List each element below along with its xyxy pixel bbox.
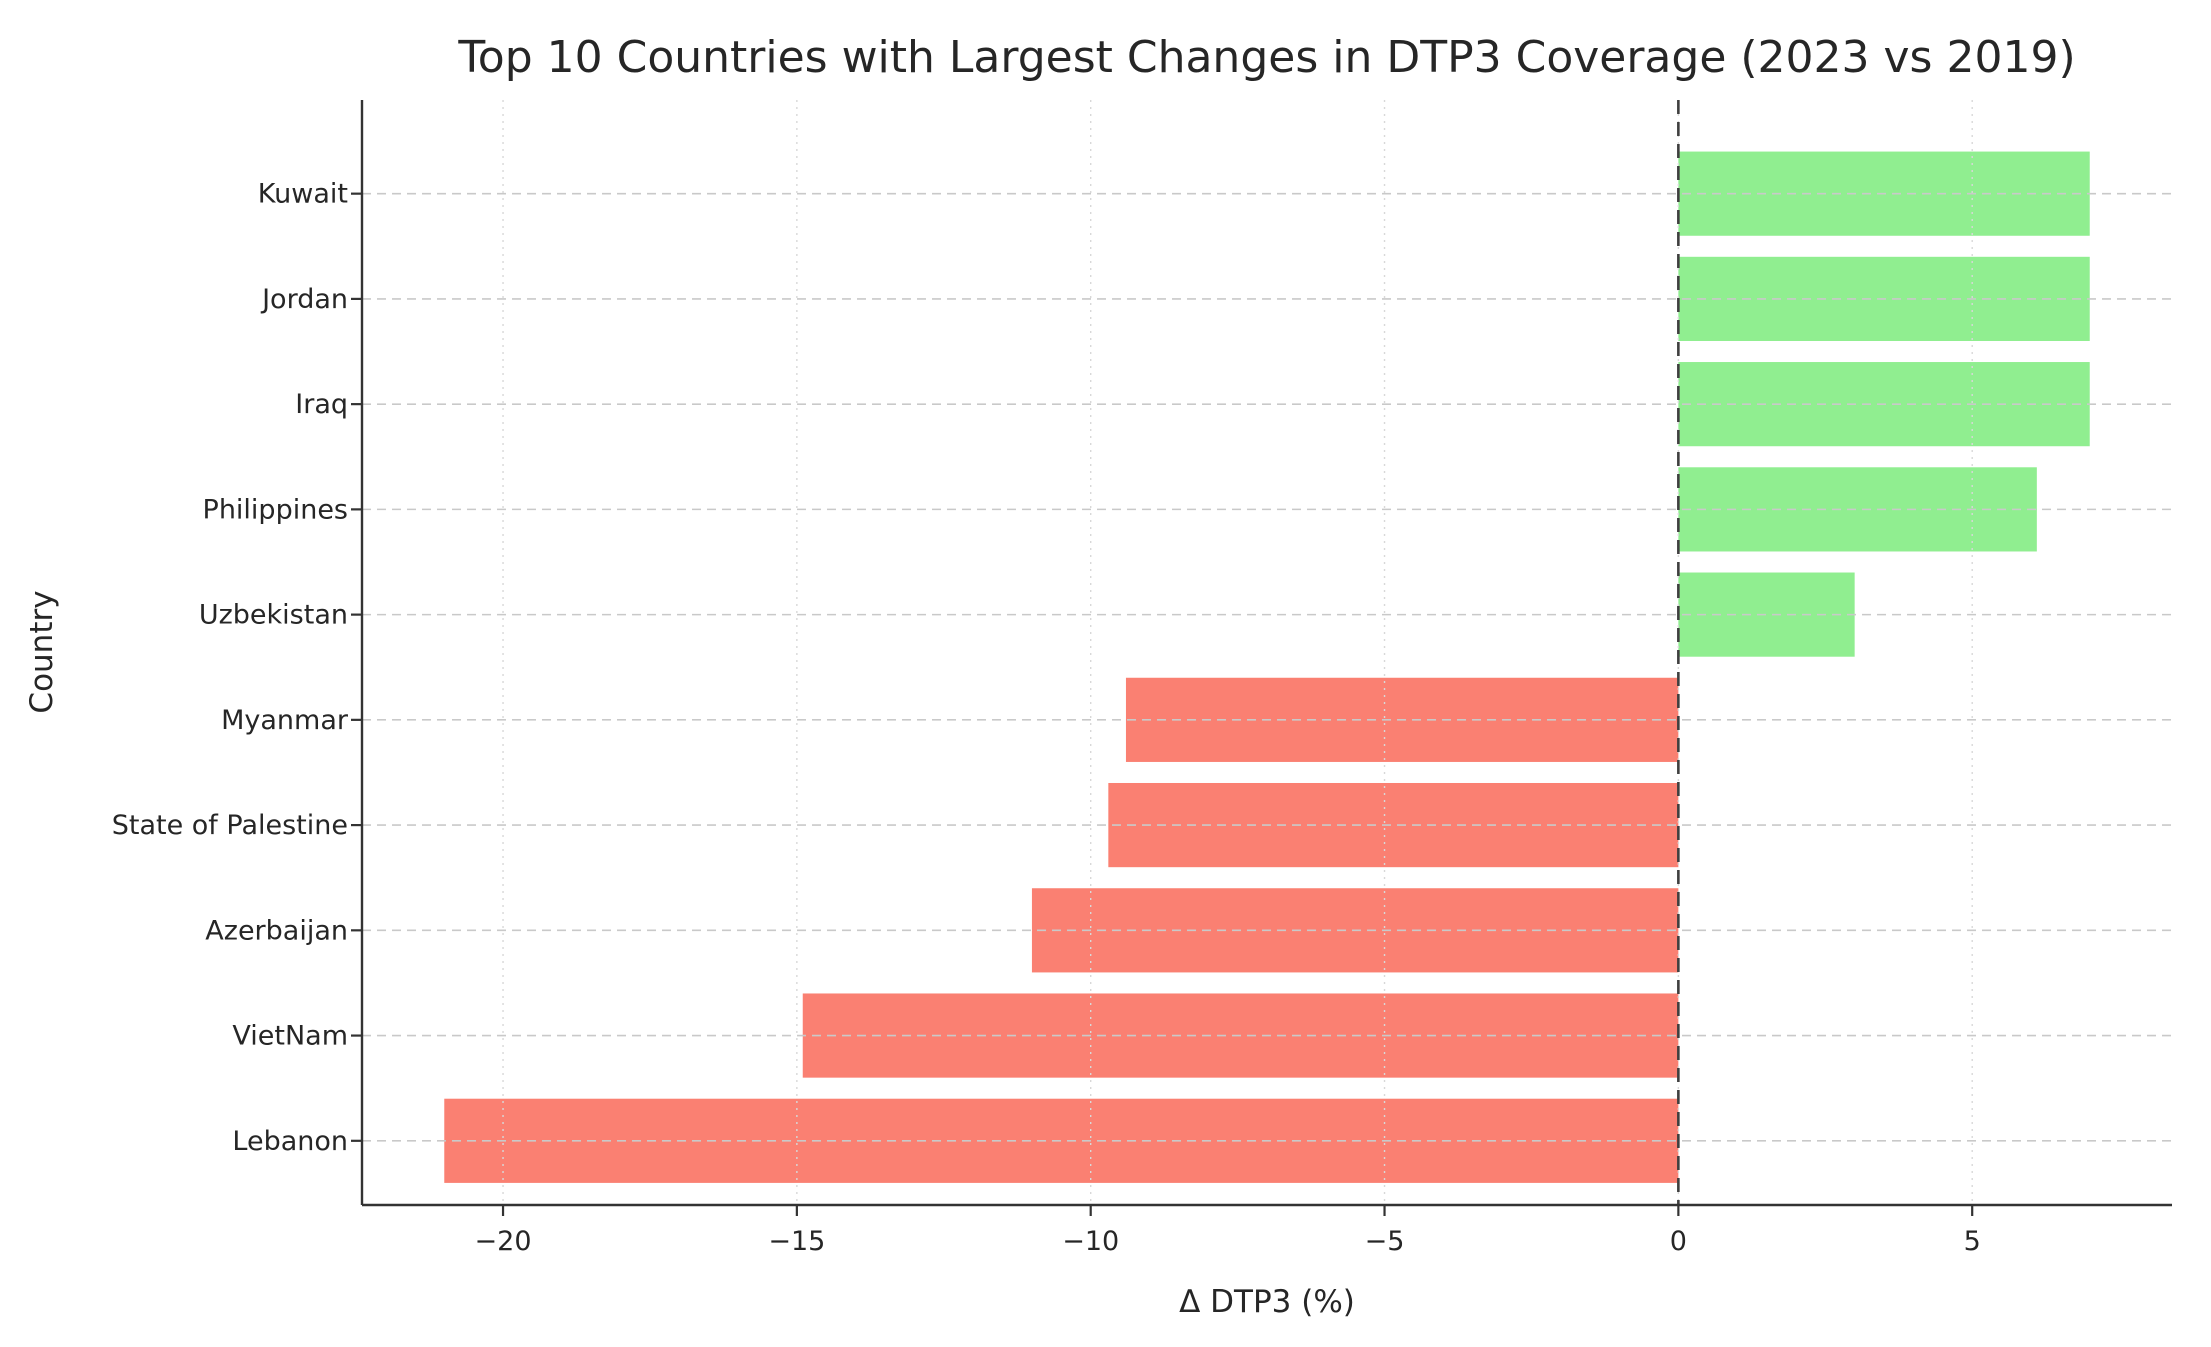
y-tick-label-kuwait: Kuwait xyxy=(258,179,348,210)
x-tick-label: −20 xyxy=(475,1226,532,1257)
y-tick-label-state-of-palestine: State of Palestine xyxy=(112,810,348,841)
x-tick-label: −5 xyxy=(1365,1226,1405,1257)
grid-layer xyxy=(362,100,2172,1205)
y-tick-label-philippines: Philippines xyxy=(203,494,348,525)
y-tick-label-jordan: Jordan xyxy=(260,284,348,315)
bars-layer xyxy=(444,151,2090,1183)
bar-philippines xyxy=(1678,467,2037,552)
x-tick-label: 5 xyxy=(1964,1226,1981,1257)
x-axis-label: Δ DTP3 (%) xyxy=(1179,1284,1355,1320)
y-axis-label: Country xyxy=(24,590,60,713)
x-tick-label: 0 xyxy=(1670,1226,1687,1257)
y-tick-label-azerbaijan: Azerbaijan xyxy=(205,915,348,946)
y-tick-label-myanmar: Myanmar xyxy=(221,705,349,736)
y-tick-label-vietnam: VietNam xyxy=(232,1021,348,1052)
tick-labels-layer: −20 −15 −10 −5 0 5 Kuwait Jordan Iraq Philippines… xyxy=(112,179,1981,1257)
y-tick-label-uzbekistan: Uzbekistan xyxy=(199,600,348,631)
y-tick-label-lebanon: Lebanon xyxy=(232,1126,348,1157)
y-tick-label-iraq: Iraq xyxy=(295,389,348,420)
axes-layer xyxy=(351,100,2172,1216)
chart-title: Top 10 Countries with Largest Changes in… xyxy=(457,32,2075,83)
x-tick-label: −10 xyxy=(1062,1226,1119,1257)
x-tick-label: −15 xyxy=(768,1226,825,1257)
